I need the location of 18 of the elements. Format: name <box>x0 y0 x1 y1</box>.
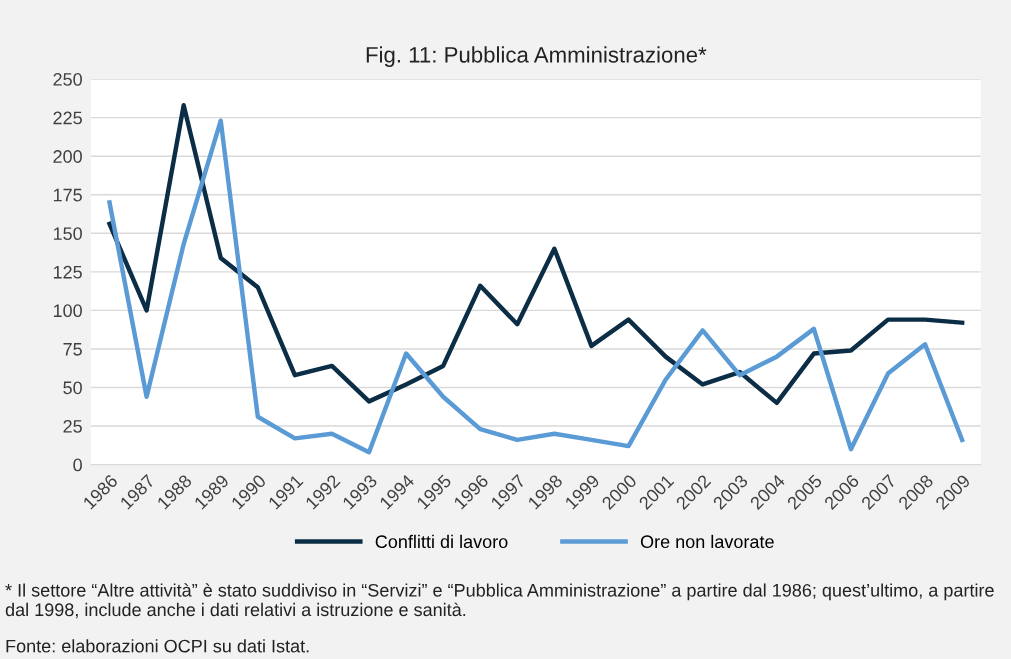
y-tick-label: 50 <box>63 381 82 395</box>
y-tick-label: 100 <box>53 304 82 318</box>
y-tick-label: 200 <box>53 150 82 163</box>
text: * Il settore “Altre attività” è stato suddiviso in “Servizi” e “Pubblica Amministrazione” a partire dal 1986; quest’ultimo, a partire dal 1998, include anche i dati relativi a istruzione e sanità. <box>5 583 994 619</box>
y-tick-label: 0 <box>73 458 82 472</box>
y-tick-label: 75 <box>63 343 82 356</box>
y-tick-label: 150 <box>53 227 82 241</box>
y-tick-label: 250 <box>53 73 82 86</box>
legend-label: Ore non lavorate <box>640 534 774 549</box>
chart-title: Fig. 11: Pubblica Amministrazione* <box>366 46 707 68</box>
y-tick-label: 175 <box>53 188 82 202</box>
line-series <box>107 103 965 406</box>
y-tick-label: 25 <box>63 419 82 433</box>
line-series <box>107 118 965 455</box>
y-tick-label: 125 <box>53 265 82 279</box>
source-note: Fonte: elaborazioni OCPI su dati Istat. <box>6 639 309 653</box>
legend-label: Conflitti di lavoro <box>375 534 508 549</box>
y-tick-label: 225 <box>53 111 82 125</box>
